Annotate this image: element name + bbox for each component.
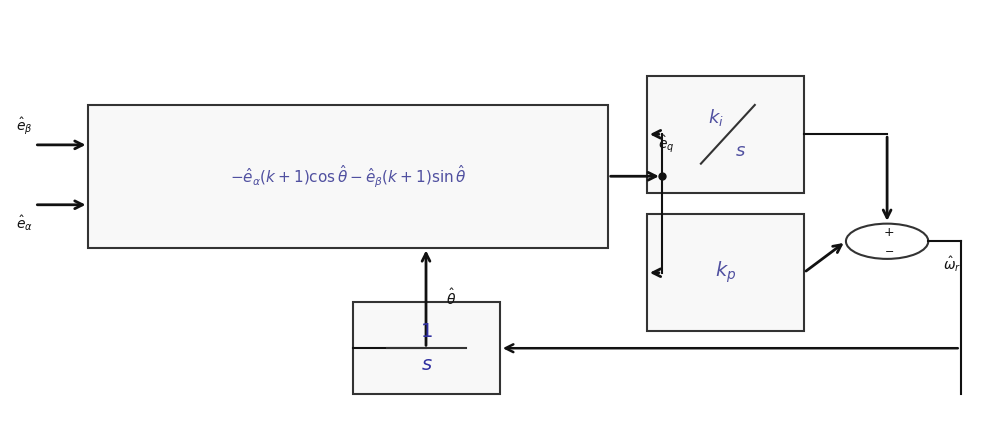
Circle shape [846,224,928,259]
Bar [647,76,804,193]
Text: $\hat{e}_q$: $\hat{e}_q$ [658,134,675,155]
Text: $-\hat{e}_{\alpha}(k+1)\cos\hat{\theta}-\hat{e}_{\beta}(k+1)\sin\hat{\theta}$: $-\hat{e}_{\alpha}(k+1)\cos\hat{\theta}-… [230,163,466,190]
Text: $s$: $s$ [735,142,746,160]
Bar [353,302,500,394]
Text: $-$: $-$ [884,245,894,255]
Text: $\hat{e}_{\beta}$: $\hat{e}_{\beta}$ [16,115,33,137]
Bar [88,105,608,247]
Text: $s$: $s$ [421,356,432,374]
Text: $k_i$: $k_i$ [708,107,724,128]
Text: $\hat{e}_{\alpha}$: $\hat{e}_{\alpha}$ [16,214,33,233]
Text: $1$: $1$ [420,322,433,341]
Text: $\hat{\omega}_r$: $\hat{\omega}_r$ [943,255,961,274]
Text: $\hat{\theta}$: $\hat{\theta}$ [446,288,456,308]
Bar [647,214,804,331]
Text: $k_p$: $k_p$ [715,260,736,285]
Text: +: + [884,226,894,239]
